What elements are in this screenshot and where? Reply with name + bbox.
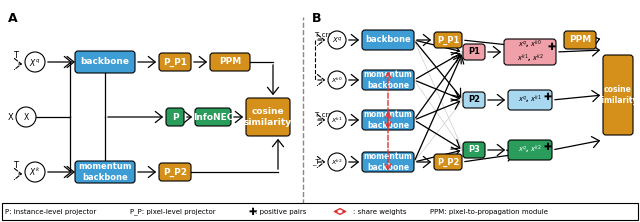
Text: T: T: [13, 161, 19, 170]
Text: B: B: [312, 12, 321, 25]
FancyBboxPatch shape: [75, 161, 135, 183]
Text: P_P1: P_P1: [163, 57, 187, 67]
Text: ✚: ✚: [544, 142, 552, 152]
Text: PPM: PPM: [219, 57, 241, 67]
Text: ✚: ✚: [248, 206, 256, 216]
Circle shape: [328, 153, 346, 171]
Text: $x^q$, $x^{k2}$: $x^q$, $x^{k2}$: [518, 144, 542, 156]
Text: ✚: ✚: [544, 92, 552, 102]
Text: P: instance-level projector: P: instance-level projector: [5, 208, 96, 214]
Text: $x^q$, $x^{k0}$
$x^{k1}$, $x^{k2}$: $x^q$, $x^{k0}$ $x^{k1}$, $x^{k2}$: [516, 39, 543, 65]
Text: P: P: [172, 113, 179, 121]
Text: momentum
backbone: momentum backbone: [364, 110, 412, 130]
FancyBboxPatch shape: [159, 53, 191, 71]
Text: $X^{k1}$: $X^{k1}$: [331, 115, 343, 125]
Text: $x^q$, $x^{k1}$: $x^q$, $x^{k1}$: [518, 94, 542, 106]
Text: T: T: [13, 51, 19, 60]
FancyBboxPatch shape: [362, 70, 414, 90]
FancyBboxPatch shape: [362, 152, 414, 172]
FancyBboxPatch shape: [434, 32, 462, 48]
Text: P1: P1: [468, 48, 480, 57]
Circle shape: [328, 31, 346, 49]
Text: P3: P3: [468, 145, 480, 155]
FancyBboxPatch shape: [504, 39, 556, 65]
Text: A: A: [8, 12, 18, 25]
FancyBboxPatch shape: [463, 142, 485, 158]
Text: momentum
backbone: momentum backbone: [364, 70, 412, 90]
Text: InfoNEC: InfoNEC: [193, 113, 233, 121]
Text: P_P2: P_P2: [163, 167, 187, 176]
Text: T_crop: T_crop: [314, 111, 337, 118]
Text: P2: P2: [468, 95, 480, 105]
Text: : positive pairs: : positive pairs: [255, 208, 307, 214]
Circle shape: [25, 162, 45, 182]
Bar: [2, 203, 638, 220]
Text: P_P2: P_P2: [437, 157, 459, 166]
Text: T_crop: T_crop: [314, 31, 337, 38]
FancyBboxPatch shape: [434, 154, 462, 170]
Text: backbone: backbone: [365, 36, 411, 44]
Text: $X^k$: $X^k$: [29, 166, 41, 178]
Text: momentum
backbone: momentum backbone: [364, 152, 412, 172]
FancyBboxPatch shape: [362, 30, 414, 50]
Text: P_P1: P_P1: [437, 36, 459, 45]
Text: $X^q$: $X^q$: [332, 35, 342, 45]
Text: X: X: [8, 113, 14, 121]
FancyBboxPatch shape: [210, 53, 250, 71]
Text: $X^{k0}$: $X^{k0}$: [331, 75, 343, 85]
FancyBboxPatch shape: [564, 31, 596, 49]
Text: momentum
backbone: momentum backbone: [78, 162, 132, 182]
Text: backbone: backbone: [81, 57, 129, 67]
Circle shape: [328, 111, 346, 129]
Circle shape: [328, 71, 346, 89]
FancyBboxPatch shape: [159, 163, 191, 181]
Text: $X^q$: $X^q$: [29, 57, 41, 67]
FancyBboxPatch shape: [362, 110, 414, 130]
Text: X: X: [24, 113, 29, 121]
FancyBboxPatch shape: [75, 51, 135, 73]
Text: : share weights: : share weights: [353, 208, 406, 214]
Text: cosine
similarity: cosine similarity: [244, 107, 292, 127]
FancyBboxPatch shape: [246, 98, 290, 136]
Text: PPM: pixel-to-propagation module: PPM: pixel-to-propagation module: [430, 208, 548, 214]
Text: _T: _T: [312, 159, 320, 165]
Text: PPM: PPM: [569, 36, 591, 44]
FancyBboxPatch shape: [195, 108, 231, 126]
Circle shape: [25, 52, 45, 72]
FancyBboxPatch shape: [603, 55, 633, 135]
Text: cosine
similarity: cosine similarity: [598, 85, 638, 105]
Text: P_P: pixel-level projector: P_P: pixel-level projector: [130, 208, 216, 215]
FancyBboxPatch shape: [508, 90, 552, 110]
Text: $X^{k2}$: $X^{k2}$: [331, 157, 343, 167]
FancyBboxPatch shape: [508, 140, 552, 160]
Text: ✚: ✚: [548, 42, 556, 52]
FancyBboxPatch shape: [463, 44, 485, 60]
FancyBboxPatch shape: [166, 108, 184, 126]
Circle shape: [16, 107, 36, 127]
FancyBboxPatch shape: [463, 92, 485, 108]
